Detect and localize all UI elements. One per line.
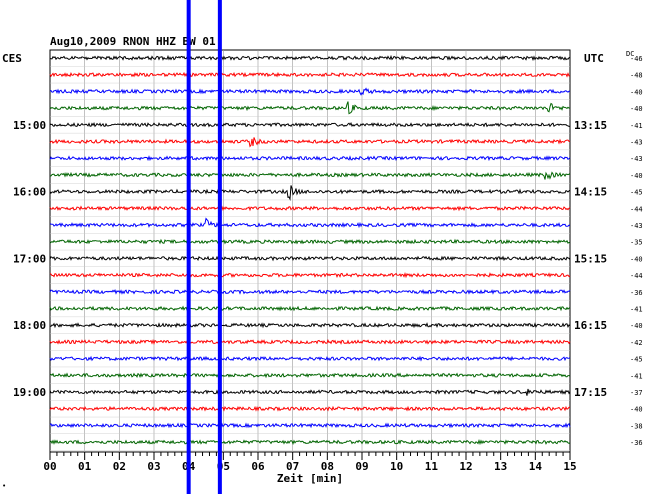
trace-line — [49, 338, 571, 346]
trace-line — [49, 372, 571, 379]
dc-offset-label: -38 — [630, 422, 643, 430]
right-time-label: 14:15 — [574, 186, 607, 199]
trace-line — [49, 185, 571, 202]
trace-line — [49, 155, 571, 162]
dc-offset-label: -36 — [630, 289, 643, 297]
trace-line — [49, 137, 571, 148]
trace-line — [49, 272, 571, 279]
right-time-label: 15:15 — [574, 252, 607, 265]
x-tick-label: 01 — [78, 460, 92, 473]
right-time-labels: 13:15 14:15 15:15 16:15 17:15 — [574, 119, 607, 399]
left-time-label: 16:00 — [13, 186, 46, 199]
dc-offset-label: -41 — [630, 306, 643, 314]
dc-offset-label: -41 — [630, 122, 643, 130]
left-time-labels: 15:00 16:00 17:00 18:00 19:00 — [13, 119, 46, 399]
plot-frame — [49, 49, 571, 453]
dc-offset-label: -46 — [630, 55, 643, 63]
dc-offset-label: -40 — [630, 105, 643, 113]
x-axis: 00010203040506070809101112131415 — [43, 452, 577, 473]
trace-line — [49, 101, 571, 115]
right-time-label: 16:15 — [574, 319, 607, 332]
dc-offset-label: -42 — [630, 339, 643, 347]
right-timezone-label: UTC — [584, 52, 604, 65]
dc-offset-header: DC — [626, 50, 634, 58]
left-timezone-label: CES — [2, 52, 22, 65]
dc-offset-label: -45 — [630, 356, 643, 364]
trace-line — [49, 205, 571, 212]
dc-offset-label: -36 — [630, 439, 643, 447]
trace-line — [49, 305, 571, 312]
dc-offset-label: -40 — [630, 406, 643, 414]
x-tick-label: 07 — [286, 460, 299, 473]
x-tick-label: 00 — [43, 460, 56, 473]
dc-offset-label: -40 — [630, 172, 643, 180]
trace-line — [49, 171, 571, 180]
x-tick-label: 14 — [529, 460, 543, 473]
dc-offset-label: -35 — [630, 239, 643, 247]
trace-line — [49, 288, 571, 295]
trace-line — [49, 71, 571, 78]
trace-line — [49, 255, 571, 262]
x-tick-label: 09 — [355, 460, 368, 473]
traces-group — [49, 54, 571, 446]
dc-offset-label: -44 — [630, 272, 643, 280]
dc-offset-label: -40 — [630, 255, 643, 263]
dc-offset-label: -43 — [630, 139, 643, 147]
x-tick-label: 02 — [113, 460, 126, 473]
dc-offset-labels: -46 -48 -40 -40 -41 -43 -43 -40 -45 -44 -43 -35 -40 -… — [630, 55, 643, 447]
x-tick-label: 06 — [251, 460, 265, 473]
x-tick-label: 08 — [321, 460, 334, 473]
trace-line — [49, 322, 571, 329]
time-markers — [186, 0, 222, 494]
trace-line — [49, 422, 571, 429]
x-tick-label: 10 — [390, 460, 403, 473]
dc-offset-label: -40 — [630, 88, 643, 96]
dc-offset-label: -45 — [630, 189, 643, 197]
corner-mark: • — [2, 482, 6, 490]
right-time-label: 13:15 — [574, 119, 607, 132]
x-tick-label: 03 — [147, 460, 160, 473]
trace-line — [49, 121, 570, 128]
x-tick-label: 12 — [459, 460, 472, 473]
x-tick-label: 11 — [425, 460, 439, 473]
x-tick-label: 13 — [494, 460, 507, 473]
trace-line — [49, 54, 571, 62]
trace-line — [49, 355, 571, 362]
right-time-label: 17:15 — [574, 386, 607, 399]
dc-offset-label: -40 — [630, 322, 643, 330]
chart-title: Aug10,2009 RNON HHZ BW 01 — [50, 35, 216, 48]
trace-line — [49, 217, 571, 229]
dc-offset-label: -43 — [630, 222, 643, 230]
left-time-label: 18:00 — [13, 319, 46, 332]
dc-offset-label: -41 — [630, 372, 643, 380]
left-time-label: 19:00 — [13, 386, 46, 399]
trace-line — [49, 439, 571, 446]
trace-line — [49, 405, 571, 412]
trace-line — [49, 388, 571, 396]
x-tick-label: 15 — [563, 460, 576, 473]
dc-offset-label: -43 — [630, 155, 643, 163]
dc-offset-label: -37 — [630, 389, 643, 397]
x-axis-label: Zeit [min] — [277, 472, 343, 485]
dc-offset-label: -44 — [630, 205, 643, 213]
trace-line — [49, 87, 571, 96]
dc-offset-label: -48 — [630, 72, 643, 80]
left-time-label: 15:00 — [13, 119, 46, 132]
left-time-label: 17:00 — [13, 252, 46, 265]
trace-line — [49, 238, 571, 245]
